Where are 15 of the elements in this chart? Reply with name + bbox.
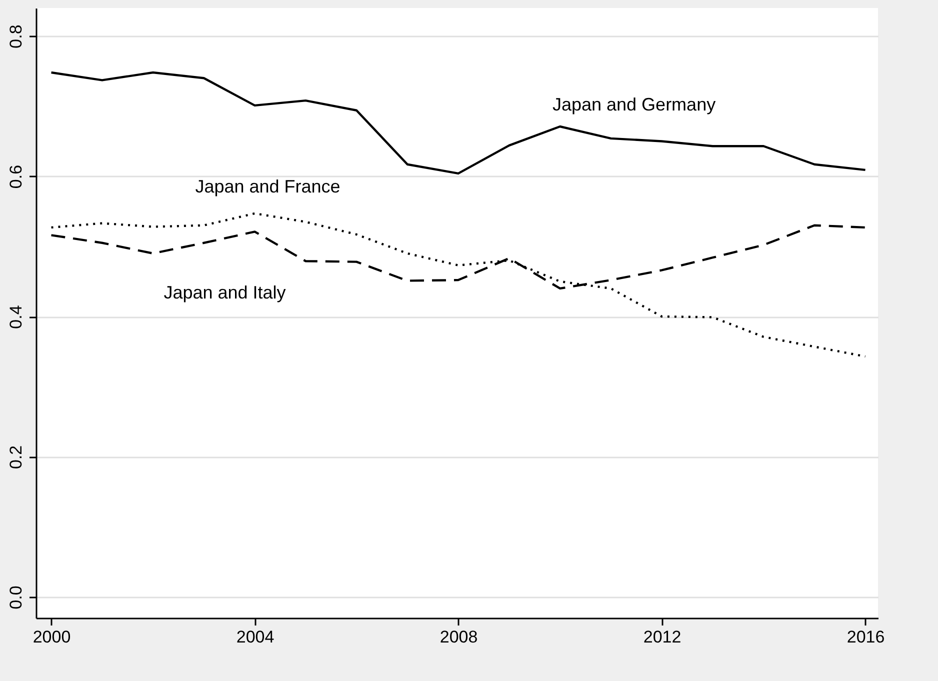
x-tick-label: 2012 xyxy=(643,628,682,646)
y-tick-label: 0.2 xyxy=(6,445,26,470)
y-tick-label: 0.6 xyxy=(6,164,26,189)
x-tick-label: 2016 xyxy=(846,628,885,646)
line-series xyxy=(50,71,866,175)
series-label: Japan and Italy xyxy=(164,282,286,303)
x-tick-label: 2008 xyxy=(440,628,478,646)
x-tick-label: 2000 xyxy=(32,628,71,646)
series-label: Japan and France xyxy=(195,176,340,196)
y-tick-label: 0.8 xyxy=(6,24,26,48)
line-series xyxy=(50,212,866,358)
series-label: Japan and Germany xyxy=(552,94,716,114)
x-tick-label: 2004 xyxy=(236,628,274,646)
y-tick-label: 0.0 xyxy=(6,586,26,610)
y-tick-label: 0.4 xyxy=(6,305,26,329)
